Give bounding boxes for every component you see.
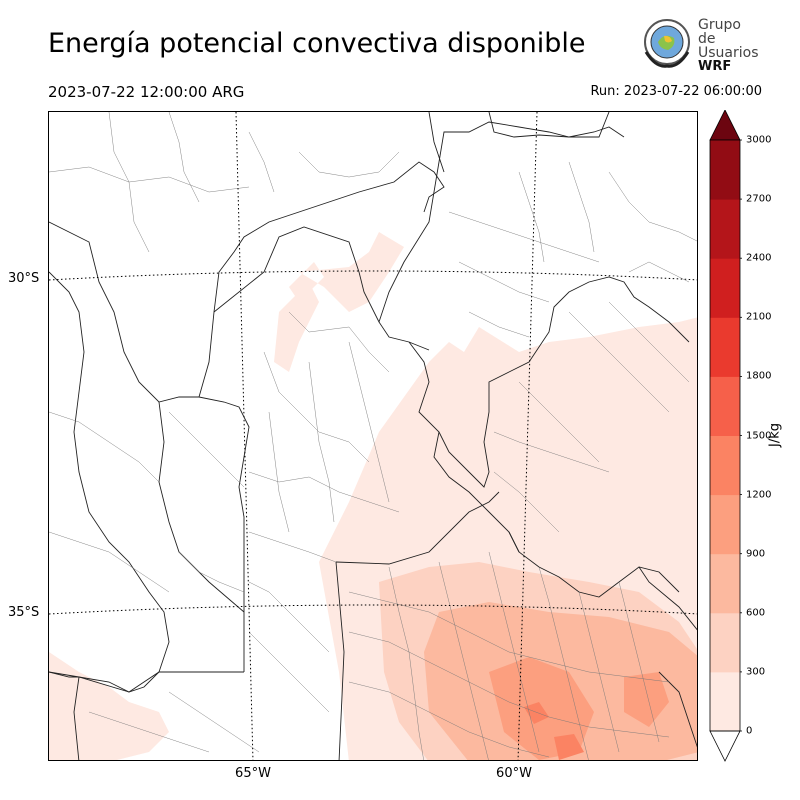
province-borders bbox=[49, 112, 697, 760]
colorbar-tick-label: 3000 bbox=[746, 134, 772, 146]
colorbar-tick-label: 2700 bbox=[746, 193, 772, 205]
colorbar-max-extend bbox=[709, 110, 741, 141]
logo-text: Grupo de Usuarios WRF bbox=[698, 18, 759, 74]
colorbar-segment bbox=[710, 199, 740, 259]
map-panel bbox=[48, 111, 698, 761]
colorbar-segment bbox=[710, 376, 740, 436]
colorbar-min-extend bbox=[709, 730, 741, 762]
colorbar-segment bbox=[710, 612, 740, 673]
cape-band-900-1200 bbox=[489, 657, 669, 760]
colorbar-segment bbox=[710, 435, 740, 496]
department-borders bbox=[49, 112, 697, 760]
colorbar-unit-label: J/kg bbox=[767, 423, 783, 447]
logo-line-2: Usuarios bbox=[698, 45, 759, 61]
colorbar-segment bbox=[710, 671, 740, 732]
logo-emblem-icon bbox=[644, 19, 690, 68]
lon-label-65w: 65°W bbox=[235, 766, 271, 781]
colorbar-segment bbox=[710, 317, 740, 377]
colorbar-segment bbox=[710, 494, 740, 555]
wrf-logo: Grupo de Usuarios WRF bbox=[638, 16, 759, 74]
colorbar-tick-label: 2400 bbox=[746, 252, 772, 264]
colorbar-tick-label: 0 bbox=[746, 725, 753, 737]
lat-label-30s: 30°S bbox=[8, 271, 40, 286]
colorbar-tick-label: 300 bbox=[746, 666, 766, 678]
cape-map bbox=[49, 112, 697, 760]
colorbar-segment bbox=[710, 553, 740, 614]
colorbar-segment bbox=[710, 140, 740, 200]
colorbar-tick-label: 1200 bbox=[746, 489, 772, 501]
colorbar-tick-label: 900 bbox=[746, 548, 766, 560]
valid-time: 2023-07-22 12:00:00 ARG bbox=[48, 83, 245, 101]
run-time: Run: 2023-07-22 06:00:00 bbox=[590, 84, 762, 99]
cape-band-1200-1500 bbox=[524, 702, 584, 760]
colorbar-segment bbox=[710, 258, 740, 318]
colorbar bbox=[709, 110, 742, 762]
logo-line-3: WRF bbox=[698, 59, 732, 74]
colorbar-tick-label: 1800 bbox=[746, 370, 772, 382]
graticule bbox=[49, 112, 697, 760]
colorbar-tick-label: 600 bbox=[746, 607, 766, 619]
map-title: Energía potencial convectiva disponible bbox=[48, 28, 586, 59]
lat-label-35s: 35°S bbox=[8, 605, 40, 620]
logo-line-1: Grupo de bbox=[698, 17, 741, 47]
lon-label-60w: 60°W bbox=[496, 766, 532, 781]
colorbar-tick-label: 2100 bbox=[746, 311, 772, 323]
colorbar-tick-label: 1500 bbox=[746, 430, 772, 441]
